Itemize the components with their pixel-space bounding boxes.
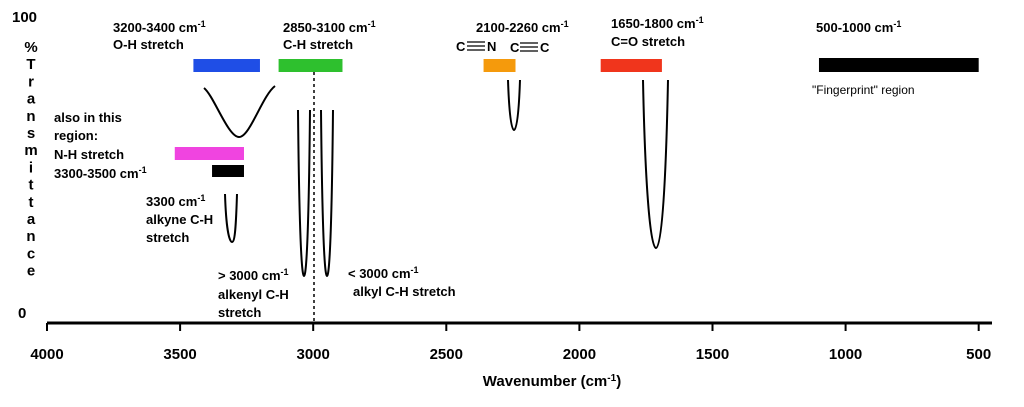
y-bottom-label: 0 xyxy=(18,305,26,322)
nitrile-n-atom: N xyxy=(487,39,496,54)
x-axis-title: Wavenumber (cm-1) xyxy=(483,373,621,390)
oh-range-label: 3200-3400 cm-1 xyxy=(113,19,206,35)
y-axis-label-letter: t xyxy=(29,177,34,194)
triple-bond-band xyxy=(483,59,516,72)
x-tick-label: 2500 xyxy=(430,346,463,363)
x-tick-label: 500 xyxy=(966,346,991,363)
x-axis-ticks: 4000 3500 3000 2500 2000 1500 1000 500 xyxy=(30,323,991,363)
triple-bond-range-label: 2100-2260 cm-1 xyxy=(476,19,569,35)
alkyl-ch-peak xyxy=(320,109,334,278)
carbonyl-range-label: 1650-1800 cm-1 xyxy=(611,15,704,31)
x-tick-label: 2000 xyxy=(563,346,596,363)
y-axis-label-letter: i xyxy=(29,159,33,176)
y-top-label: 100 xyxy=(12,9,37,26)
fingerprint-range-label: 500-1000 cm-1 xyxy=(816,19,901,35)
alkenyl-ch-label: alkenyl C-H xyxy=(218,287,289,302)
nh-stretch-label: N-H stretch xyxy=(54,147,124,162)
also-region-line-2: region: xyxy=(54,128,98,143)
ch-stretch-band xyxy=(278,59,343,72)
alkyne-c-atom-1: C xyxy=(510,40,520,55)
y-axis-label-letter: s xyxy=(27,125,35,142)
y-axis-label-letter: n xyxy=(26,108,35,125)
alkyne-ch-stretch-label: stretch xyxy=(146,230,189,245)
y-axis-label-letter: e xyxy=(27,263,35,280)
triple-bond-structures: C N C C xyxy=(456,39,550,55)
x-tick-label: 1000 xyxy=(829,346,862,363)
y-axis-label-letter: a xyxy=(27,91,36,108)
alkenyl-stretch-label: stretch xyxy=(218,305,261,320)
alkyne-c-atom-2: C xyxy=(540,40,550,55)
nitrile-peak xyxy=(507,79,521,132)
alkenyl-range-label: > 3000 cm-1 xyxy=(218,267,289,283)
y-axis-label-letter: r xyxy=(28,73,34,90)
carbonyl-stretch-label: C=O stretch xyxy=(611,34,685,49)
peaks xyxy=(203,79,669,278)
alkyne-triple-bond xyxy=(520,42,538,52)
y-axis-label-letter: t xyxy=(29,194,34,211)
nitrile-c-atom: C xyxy=(456,39,466,54)
x-tick-label: 3000 xyxy=(297,346,330,363)
y-axis-label-letter: n xyxy=(26,228,35,245)
y-axis-label-letter: % xyxy=(24,39,37,56)
fingerprint-region-label: "Fingerprint" region xyxy=(812,83,915,97)
oh-stretch-label: O-H stretch xyxy=(113,37,184,52)
also-region-line-1: also in this xyxy=(54,110,122,125)
ch-stretch-label: C-H stretch xyxy=(283,37,353,52)
x-tick-label: 4000 xyxy=(30,346,63,363)
nh-stretch-band xyxy=(174,147,244,160)
carbonyl-peak xyxy=(642,79,669,250)
alkyl-range-label: < 3000 cm-1 xyxy=(348,265,419,281)
y-axis-label-letter: T xyxy=(26,56,35,73)
alkyne-ch-label: alkyne C-H xyxy=(146,212,213,227)
x-tick-label: 3500 xyxy=(163,346,196,363)
alkyl-ch-stretch-label: alkyl C-H stretch xyxy=(353,284,456,299)
nh-range-label: 3300-3500 cm-1 xyxy=(54,165,147,181)
alkyne-ch-range-label: 3300 cm-1 xyxy=(146,193,205,209)
y-axis-label-letter: a xyxy=(27,211,36,228)
oh-stretch-band xyxy=(193,59,260,72)
ch-range-label: 2850-3100 cm-1 xyxy=(283,19,376,35)
alkyne-ch-peak xyxy=(224,193,238,244)
carbonyl-band xyxy=(600,59,662,72)
nh-range-band xyxy=(212,165,244,177)
y-axis-label-letter: c xyxy=(27,245,35,262)
x-tick-label: 1500 xyxy=(696,346,729,363)
y-axis-label-letter: m xyxy=(24,142,37,159)
nitrile-triple-bond xyxy=(467,41,485,51)
alkenyl-ch-peak xyxy=(297,109,311,278)
fingerprint-band xyxy=(818,58,979,72)
oh-broad-peak xyxy=(203,85,276,139)
